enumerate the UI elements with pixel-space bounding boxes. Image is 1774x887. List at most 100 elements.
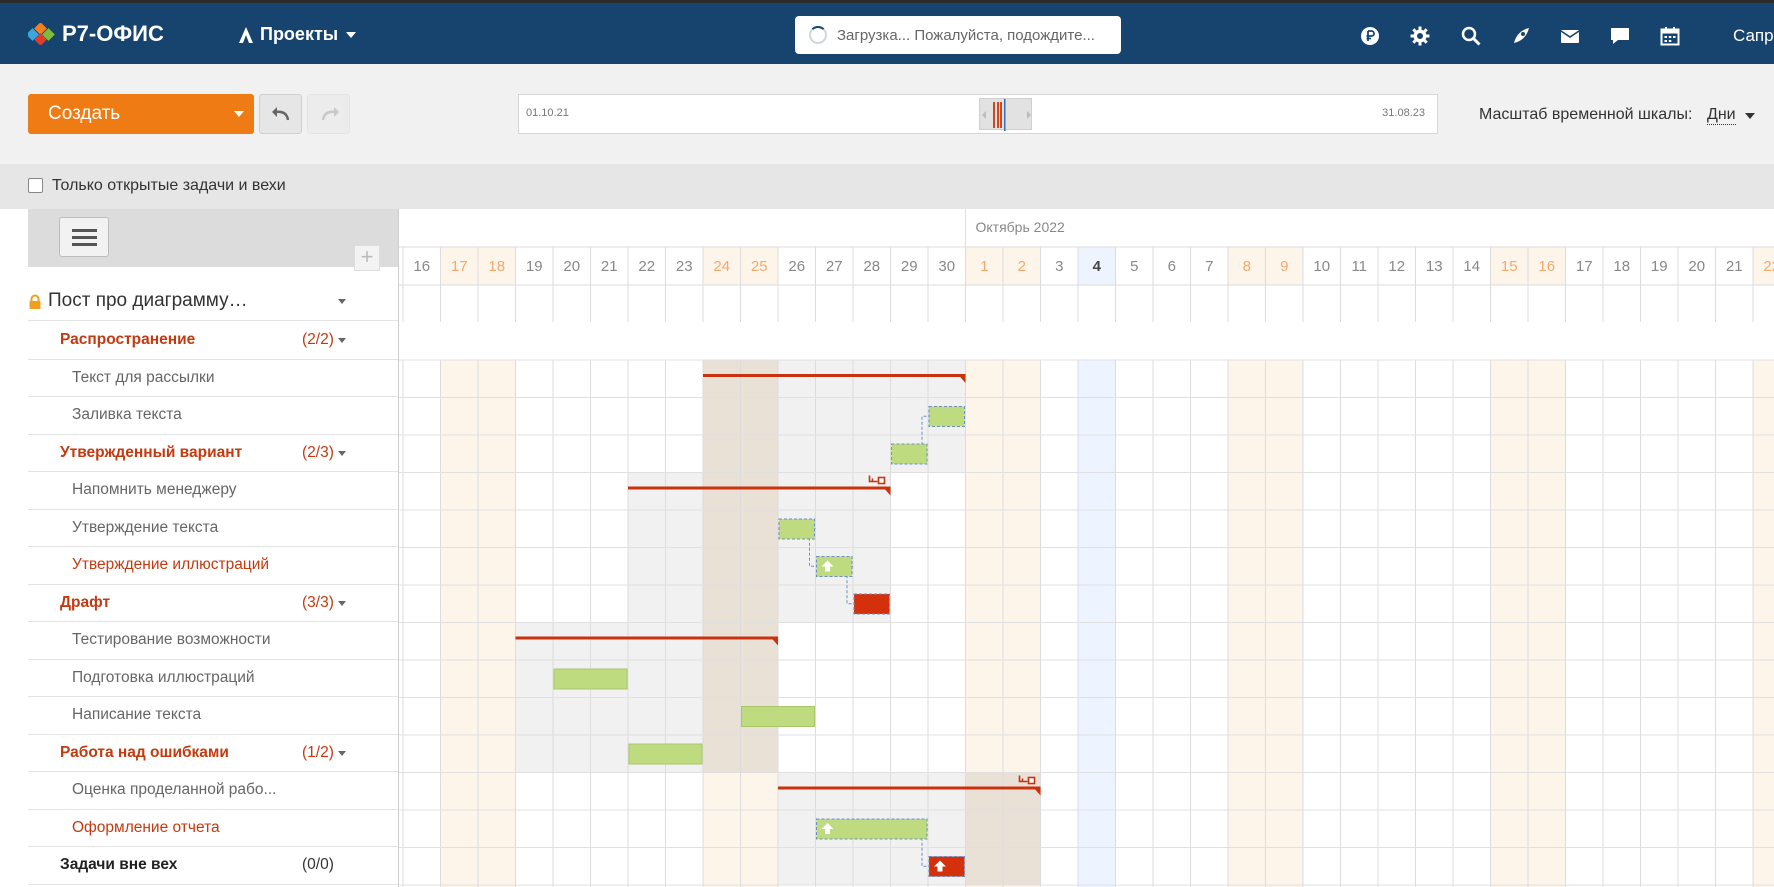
task-row[interactable]: Напомнить менеджеру — [28, 472, 398, 510]
task-count: (2/2) — [302, 331, 334, 349]
weekend-column — [1753, 360, 1774, 887]
calendar-icon[interactable] — [1659, 25, 1681, 47]
logo[interactable]: Р7-ОФИС — [28, 21, 164, 47]
only-open-checkbox[interactable] — [28, 178, 43, 193]
module-selector[interactable]: Проекты — [238, 24, 357, 45]
milestone-row[interactable]: Работа над ошибками (1/2) — [28, 735, 398, 772]
chevron-down-icon[interactable] — [338, 750, 346, 756]
search-icon[interactable] — [1460, 25, 1482, 47]
task-name[interactable]: Оформление отчета — [72, 818, 220, 836]
day-column — [1190, 360, 1228, 887]
task-bar[interactable] — [778, 518, 815, 540]
task-name[interactable]: Оценка проделанной рабо... — [72, 781, 277, 799]
task-bar[interactable] — [853, 593, 890, 615]
task-row[interactable]: Подготовка иллюстраций — [28, 660, 398, 697]
no-milestone-row[interactable]: Задачи вне вех (0/0) — [28, 847, 398, 885]
project-row[interactable]: Пост про диаграмму… — [28, 283, 398, 321]
task-row[interactable]: Текст для рассылки — [28, 360, 398, 397]
chevron-down-icon[interactable] — [338, 338, 346, 343]
project-row-band — [398, 322, 1774, 360]
day-header-cell — [478, 247, 516, 285]
task-bar[interactable] — [816, 818, 928, 840]
task-name[interactable]: Напомнить менеджеру — [72, 481, 237, 499]
rocket-icon[interactable] — [1510, 25, 1532, 47]
chevron-down-icon[interactable] — [338, 299, 346, 304]
day-label: 21 — [1726, 258, 1743, 275]
create-button[interactable]: Создать — [28, 94, 254, 134]
milestone-row[interactable]: Драфт (3/3) — [28, 585, 398, 622]
task-name[interactable]: Тестирование возможности — [72, 631, 271, 649]
gear-icon[interactable] — [1409, 25, 1431, 47]
key-icon — [868, 475, 878, 483]
ruble-icon[interactable] — [1359, 25, 1381, 47]
task-name[interactable]: Текст для рассылки — [72, 368, 215, 386]
day-label: 23 — [676, 258, 693, 275]
day-label: 20 — [1688, 258, 1705, 275]
task-row[interactable]: Написание текста — [28, 697, 398, 735]
day-label: 24 — [713, 258, 730, 275]
task-name[interactable]: Написание текста — [72, 706, 202, 724]
day-label: 22 — [638, 258, 655, 275]
day-column — [1153, 360, 1191, 887]
day-label: 6 — [1168, 258, 1176, 275]
milestone-bar[interactable] — [628, 486, 891, 490]
day-column — [1040, 360, 1078, 887]
chat-icon[interactable] — [1609, 25, 1631, 47]
timeline-scale-selector[interactable]: Дни — [1707, 106, 1736, 125]
milestone-bar[interactable] — [703, 374, 966, 377]
day-label: 4 — [1093, 258, 1102, 275]
weekend-column — [1528, 360, 1566, 887]
undo-button[interactable] — [259, 94, 302, 134]
milestone-name[interactable]: Задачи вне вех — [60, 856, 178, 874]
milestone-row[interactable]: Распространение (2/2) — [28, 322, 398, 360]
top-navigation-bar: Р7-ОФИС Проекты Загрузка... Пожалуйста, … — [0, 0, 1774, 64]
task-bar[interactable] — [741, 706, 815, 727]
task-name[interactable]: Заливка текста — [72, 406, 182, 424]
task-bar[interactable] — [891, 443, 928, 465]
task-row[interactable]: Оценка проделанной рабо... — [28, 772, 398, 810]
milestone-name[interactable]: Распространение — [60, 331, 196, 349]
task-row[interactable]: Тестирование возможности — [28, 622, 398, 660]
arrow-up-icon — [934, 860, 946, 872]
task-row[interactable]: Утверждение текста — [28, 510, 398, 547]
day-label: 3 — [1055, 258, 1063, 275]
task-bar[interactable] — [553, 668, 628, 690]
task-row[interactable]: Оформление отчета — [28, 810, 398, 847]
milestone-end-flag — [882, 486, 891, 496]
task-bar[interactable] — [628, 743, 703, 765]
chevron-down-icon[interactable] — [1745, 113, 1755, 119]
only-open-label[interactable]: Только открытые задачи и вехи — [52, 177, 286, 194]
task-name[interactable]: Утверждение иллюстраций — [72, 556, 270, 574]
timeline-overview-slider[interactable]: 01.10.21 31.08.23 — [518, 94, 1438, 134]
milestone-row[interactable]: Утвержденный вариант (2/3) — [28, 435, 398, 472]
day-header-cell — [1228, 247, 1266, 285]
milestone-bar[interactable] — [778, 786, 1041, 790]
milestone-name[interactable]: Работа над ошибками — [60, 743, 229, 761]
chevron-down-icon[interactable] — [234, 111, 244, 117]
arrow-up-icon — [821, 823, 834, 834]
timeline-window-handle[interactable] — [979, 98, 1032, 131]
menu-button[interactable] — [59, 217, 109, 257]
task-list-panel: + Пост про диаграмму… Распространение (2/… — [28, 209, 398, 887]
add-row-button[interactable]: + — [354, 245, 380, 271]
redo-button[interactable] — [307, 94, 350, 134]
weekend-column — [1490, 360, 1528, 887]
filter-bar: Только открытые задачи и вехи — [0, 164, 1774, 209]
milestone-bar[interactable] — [515, 636, 779, 640]
month-label: Октябрь 2022 — [976, 219, 1066, 235]
mail-icon[interactable] — [1559, 25, 1581, 47]
task-row[interactable]: Заливка текста — [28, 397, 398, 435]
chevron-down-icon[interactable] — [338, 600, 346, 606]
weekend-shade — [703, 360, 741, 473]
milestone-name[interactable]: Драфт — [60, 593, 111, 611]
user-name[interactable]: Сапрыкина — [1733, 26, 1774, 45]
task-row[interactable]: Утверждение иллюстраций — [28, 547, 398, 585]
create-button-label: Создать — [48, 103, 121, 124]
day-label: 18 — [488, 258, 505, 275]
task-bar[interactable] — [928, 406, 965, 427]
chevron-down-icon[interactable] — [338, 450, 346, 456]
task-name[interactable]: Утверждение текста — [72, 518, 219, 536]
task-name[interactable]: Подготовка иллюстраций — [72, 668, 255, 686]
module-label: Проекты — [260, 24, 339, 44]
milestone-name[interactable]: Утвержденный вариант — [60, 443, 243, 461]
